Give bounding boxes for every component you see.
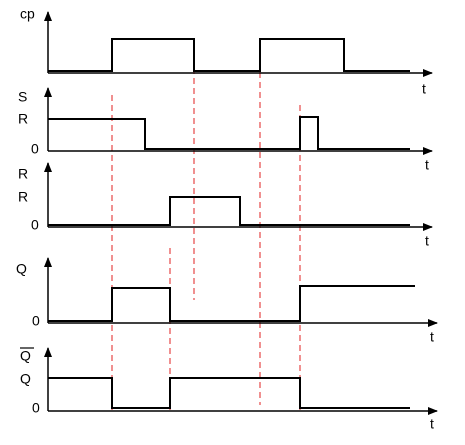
signal-label: Q <box>16 261 27 277</box>
level-low-label: 0 <box>32 313 40 329</box>
r-panel: R R 0 t <box>18 162 433 249</box>
signal-label: S <box>18 89 27 105</box>
q-panel: Q 0 t <box>16 257 438 345</box>
axis-label: t <box>425 233 429 249</box>
axis-label: t <box>430 416 434 432</box>
level-high-label: R <box>18 111 28 127</box>
cp-panel: cp t <box>20 6 433 97</box>
axis-label: t <box>425 157 429 173</box>
level-high-label: Q <box>20 371 31 387</box>
level-low-label: 0 <box>31 141 39 157</box>
axis-label: t <box>430 329 434 345</box>
level-low-label: 0 <box>32 400 40 416</box>
level-low-label: 0 <box>31 217 39 233</box>
signal-label: R <box>18 166 28 182</box>
q-bar-panel: Q Q 0 t <box>20 347 438 432</box>
s-panel: S R 0 t <box>18 87 433 173</box>
signal-label: Q <box>20 348 31 364</box>
signal-label: cp <box>20 6 35 22</box>
level-high-label: R <box>18 189 28 205</box>
axis-label: t <box>422 81 426 97</box>
